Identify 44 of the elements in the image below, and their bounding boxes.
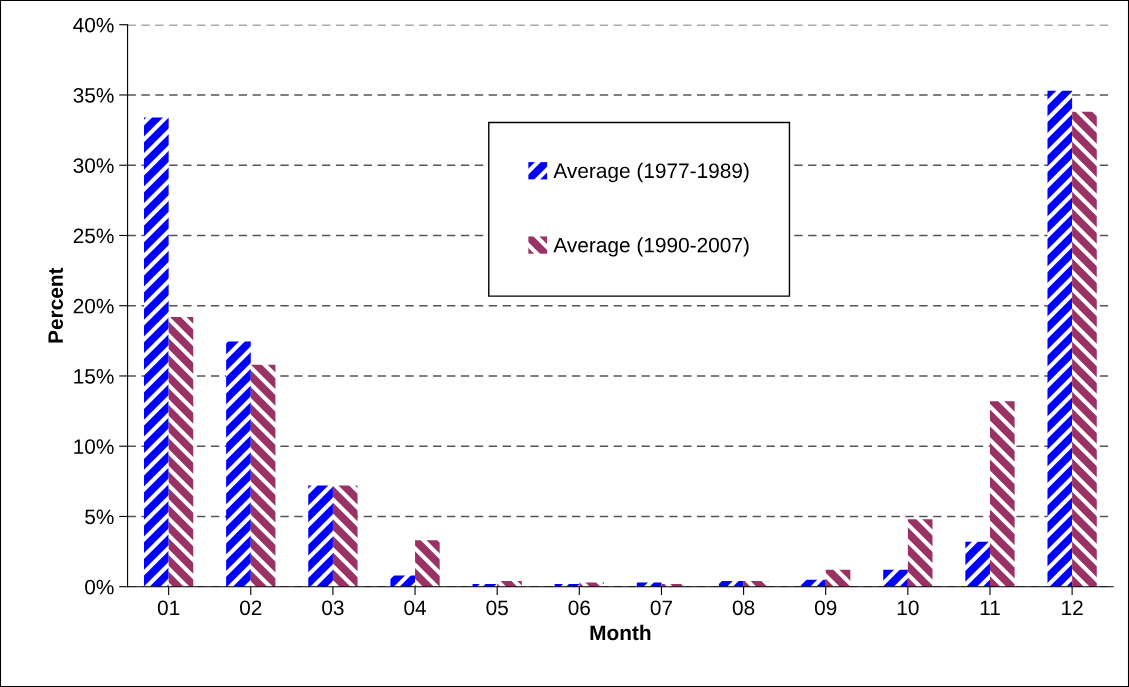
- y-tick-label: 5%: [85, 509, 114, 525]
- x-tick-label: 08: [732, 600, 755, 616]
- x-tick-label: 02: [240, 600, 262, 616]
- legend-label: Average (1990-2007): [553, 237, 749, 257]
- y-tick-label: 40%: [73, 17, 114, 33]
- bar: [1047, 90, 1073, 587]
- bar: [718, 581, 744, 587]
- y-tick-label: 35%: [73, 87, 114, 103]
- bar: [825, 569, 851, 587]
- x-tick-label: 07: [650, 600, 672, 616]
- bar: [1072, 111, 1097, 587]
- x-tick-label: 06: [568, 600, 590, 616]
- bar: [226, 341, 251, 587]
- bar: [250, 364, 276, 587]
- bar: [965, 541, 990, 587]
- x-tick-label: 11: [980, 600, 1000, 615]
- y-tick-label: 25%: [73, 228, 114, 244]
- bar: [308, 485, 333, 587]
- y-tick-label: 0%: [85, 579, 114, 595]
- x-tick-label: 04: [404, 600, 427, 616]
- bar: [415, 540, 440, 587]
- y-tick-label: 15%: [74, 369, 114, 384]
- bar: [636, 582, 662, 587]
- bar: [883, 569, 908, 587]
- bar: [332, 485, 358, 587]
- x-axis-title: Month: [590, 624, 651, 641]
- bar: [168, 316, 194, 587]
- y-tick-label: 10%: [74, 439, 114, 454]
- y-tick-label: 20%: [73, 298, 114, 314]
- x-tick-label: 01: [157, 600, 180, 616]
- x-tick-label: 12: [1062, 600, 1083, 615]
- y-axis-title: Percent: [48, 267, 64, 343]
- bar: [144, 117, 169, 587]
- x-tick-label: 09: [814, 600, 837, 616]
- bar: [989, 401, 1015, 587]
- x-tick-label: 05: [486, 600, 508, 616]
- bar: [497, 581, 522, 587]
- legend-label: Average (1977-1989): [553, 162, 749, 183]
- y-tick-label: 30%: [73, 158, 114, 173]
- bar: [579, 582, 604, 587]
- bar: [907, 519, 933, 587]
- bar: [390, 575, 416, 587]
- x-tick-label: 10: [897, 600, 919, 616]
- x-tick-label: 03: [322, 600, 344, 616]
